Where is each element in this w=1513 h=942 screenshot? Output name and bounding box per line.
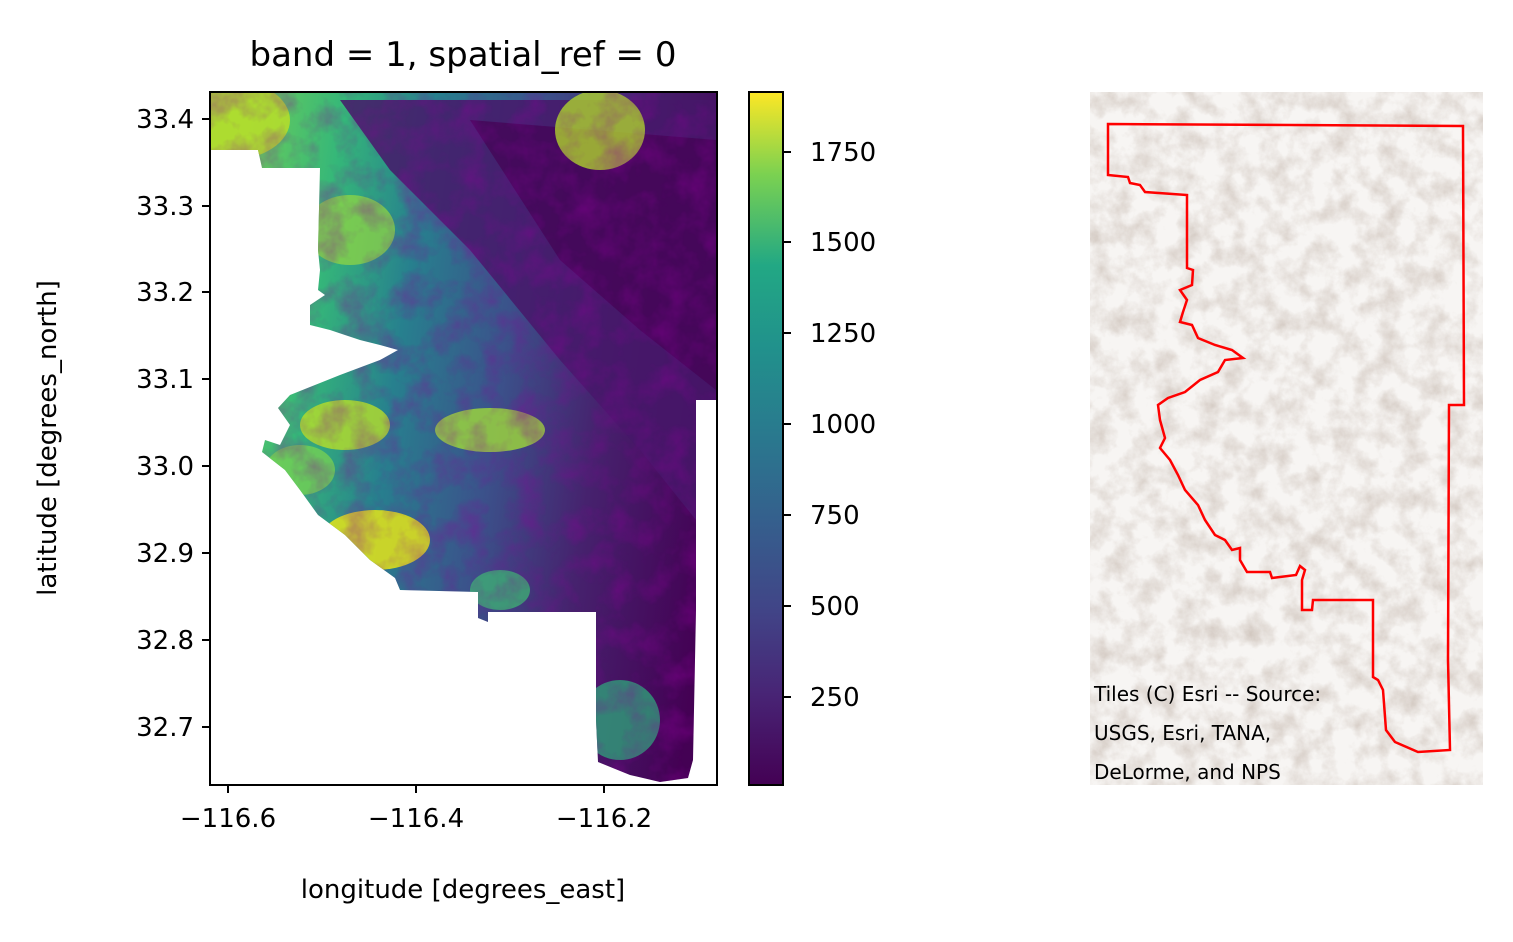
attribution-line: Tiles (C) Esri -- Source: [1093, 682, 1321, 706]
colorbar-tick-label: 1750 [810, 138, 876, 168]
y-tick-label: 32.9 [136, 539, 194, 569]
terrain-relief [1090, 92, 1483, 785]
colorbar-tick-label: 1250 [810, 319, 876, 349]
attribution-line: DeLorme, and NPS [1094, 760, 1281, 784]
x-tick-label: −116.6 [180, 804, 276, 834]
colorbar-tick-label: 750 [810, 501, 860, 531]
plot-title: band = 1, spatial_ref = 0 [250, 35, 677, 75]
colorbar-tick-label: 250 [810, 683, 860, 713]
basemap-panel: Tiles (C) Esri -- Source: USGS, Esri, TA… [1090, 92, 1483, 785]
colorbar-gradient [748, 91, 784, 786]
y-axis: 33.4 33.3 33.2 33.1 33.0 32.9 32.8 32.7 … [33, 105, 210, 743]
y-axis-label: latitude [degrees_north] [33, 280, 63, 596]
y-tick-label: 33.4 [136, 105, 194, 135]
colorbar-tick-label: 1000 [810, 410, 876, 440]
y-tick-label: 33.1 [136, 365, 194, 395]
elevation-raster [211, 92, 716, 782]
boundary-outline [1106, 122, 1466, 754]
map-axes-frame [209, 91, 718, 786]
colorbar-tick-label: 1500 [810, 228, 876, 258]
y-tick-label: 33.2 [136, 278, 194, 308]
y-tick-label: 32.7 [136, 713, 194, 743]
x-tick-label: −116.4 [368, 804, 464, 834]
x-axis-label: longitude [degrees_east] [301, 875, 625, 905]
y-tick-label: 33.3 [136, 192, 194, 222]
y-tick-label: 32.8 [136, 626, 194, 656]
y-tick-label: 33.0 [136, 452, 194, 482]
attribution-line: USGS, Esri, TANA, [1094, 721, 1271, 745]
colorbar-tick-label: 500 [810, 592, 860, 622]
colorbar: 250 500 750 1000 1250 1500 1750 [748, 91, 876, 786]
x-axis: −116.6 −116.4 −116.2 longitude [degrees_… [180, 785, 652, 905]
x-tick-label: −116.2 [556, 804, 652, 834]
